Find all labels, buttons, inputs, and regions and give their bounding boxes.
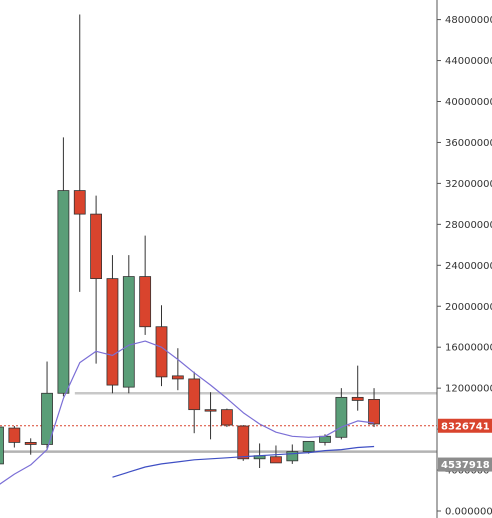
candle-5 — [73, 14, 86, 292]
y-tick-label: 32000000 — [445, 179, 492, 190]
y-tick-label: 40000000 — [445, 97, 492, 108]
candle-7 — [106, 255, 119, 394]
price-tag-0 — [438, 418, 492, 433]
candle-1 — [8, 426, 21, 448]
price-tags: 8326741 4537918 — [438, 418, 492, 472]
price-tag-label: 8326741 — [441, 421, 490, 432]
candle-15 — [237, 425, 250, 461]
candle-4 — [57, 137, 70, 397]
y-tick-label: 36000000 — [445, 138, 492, 149]
y-tick-label: 0.000000 — [445, 507, 492, 518]
candle-body — [24, 442, 37, 445]
candle-12 — [188, 371, 201, 434]
candle-body — [57, 190, 70, 394]
candle-14 — [220, 408, 233, 428]
candle-body — [319, 435, 331, 443]
y-tick-label: 28000000 — [445, 220, 492, 231]
candle-6 — [90, 195, 102, 364]
candle-11 — [171, 348, 184, 391]
candle-8 — [122, 255, 135, 394]
candle-body — [188, 378, 201, 411]
candle-body — [122, 276, 135, 388]
candle-13 — [204, 392, 217, 440]
candle-body — [0, 426, 4, 465]
candle-3 — [41, 361, 53, 449]
moving-average-line-1 — [112, 445, 375, 478]
candle-9 — [139, 235, 152, 335]
price-tag-1 — [438, 457, 492, 472]
candle-body — [335, 396, 348, 438]
candle-body — [237, 425, 250, 460]
candle-19 — [302, 440, 315, 454]
plot-area — [0, 14, 437, 485]
candle-22 — [351, 365, 364, 411]
candle-body — [286, 451, 299, 462]
candle-body — [204, 409, 217, 412]
candle-2 — [24, 438, 37, 455]
candle-body — [155, 326, 168, 378]
moving-average-line-0 — [0, 340, 375, 485]
candle-0 — [0, 426, 4, 465]
candle-23 — [368, 388, 380, 428]
candle-body — [139, 276, 152, 328]
y-tick-label: 44000000 — [445, 56, 492, 67]
candle-body — [41, 392, 53, 445]
candle-body — [351, 396, 364, 401]
candle-body — [8, 427, 21, 443]
candle-body — [90, 213, 102, 280]
candle-body — [270, 456, 282, 464]
candle-body — [106, 278, 119, 386]
y-tick-label: 16000000 — [445, 343, 492, 354]
candle-body — [368, 399, 380, 425]
y-tick-label: 20000000 — [445, 302, 492, 313]
candle-21 — [335, 388, 348, 440]
candle-body — [220, 409, 233, 426]
y-tick-label: 48000000 — [445, 15, 492, 26]
price-tag-label: 4537918 — [441, 460, 490, 471]
y-axis: 0.00000040000008000000120000001600000020… — [436, 0, 492, 518]
candle-body — [73, 190, 86, 215]
y-tick-label: 24000000 — [445, 261, 492, 272]
candle-body — [302, 440, 315, 453]
y-tick-label: 12000000 — [445, 384, 492, 395]
candle-body — [171, 375, 184, 380]
